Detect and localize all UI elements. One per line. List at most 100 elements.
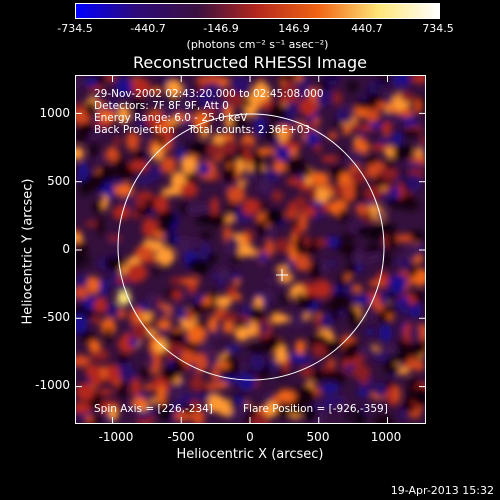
texture-blob <box>401 129 421 137</box>
texture-blob <box>254 116 266 135</box>
texture-blob <box>298 211 308 232</box>
texture-blob <box>113 136 121 147</box>
texture-blob <box>136 120 148 128</box>
texture-blob <box>379 289 390 306</box>
texture-blob <box>117 276 126 284</box>
texture-blob <box>390 186 400 200</box>
texture-blob <box>180 156 198 174</box>
texture-blob <box>286 157 306 176</box>
texture-blob <box>279 84 299 99</box>
texture-blob <box>370 144 389 151</box>
texture-blob <box>226 186 246 204</box>
texture-blob <box>76 77 82 87</box>
texture-blob <box>388 198 408 208</box>
y-axis-label: Heliocentric Y (arcsec) <box>20 178 36 325</box>
texture-blob <box>246 171 260 182</box>
texture-blob <box>328 358 336 367</box>
texture-blob <box>406 242 419 260</box>
y-tick-label: 0 <box>62 242 70 256</box>
texture-blob <box>206 382 223 390</box>
texture-blob <box>310 171 329 186</box>
texture-blob <box>117 105 130 124</box>
texture-blob <box>304 205 316 217</box>
texture-blob <box>160 156 177 174</box>
texture-blob <box>362 405 369 413</box>
texture-blob <box>188 258 207 273</box>
texture-blob <box>358 345 376 357</box>
texture-blob <box>105 146 119 162</box>
texture-blob <box>284 79 293 87</box>
flare-position-text: Flare Position = [-926,-359] <box>243 403 388 415</box>
texture-blob <box>259 321 270 336</box>
texture-blob <box>299 77 311 93</box>
texture-blob <box>353 284 362 293</box>
texture-blob <box>383 316 390 326</box>
texture-blob <box>268 358 279 372</box>
texture-blob <box>412 386 425 407</box>
texture-blob <box>395 234 413 243</box>
texture-blob <box>99 278 108 296</box>
texture-blob <box>249 319 258 338</box>
texture-blob <box>332 91 343 106</box>
texture-blob <box>85 174 105 191</box>
texture-blob <box>406 386 414 402</box>
texture-blob <box>239 362 248 370</box>
colorbar-tick: 146.9 <box>278 22 310 35</box>
texture-blob <box>184 172 194 182</box>
texture-blob <box>264 208 284 226</box>
texture-blob <box>167 384 185 400</box>
texture-blob <box>251 151 264 171</box>
texture-blob <box>207 141 222 159</box>
texture-blob <box>352 249 365 267</box>
texture-blob <box>293 225 301 238</box>
texture-blob <box>125 131 140 151</box>
texture-blob <box>393 385 401 403</box>
texture-blob <box>237 374 256 390</box>
colorbar-tick: 734.5 <box>422 22 454 35</box>
texture-blob <box>295 254 311 272</box>
texture-blob <box>405 161 423 169</box>
texture-blob <box>205 353 220 364</box>
texture-blob <box>152 267 160 275</box>
texture-blob <box>222 167 232 185</box>
texture-blob <box>315 238 329 247</box>
texture-blob <box>89 348 110 362</box>
texture-blob <box>356 264 364 272</box>
texture-blob <box>97 154 105 163</box>
texture-blob <box>278 76 298 82</box>
texture-blob <box>191 302 202 317</box>
texture-blob <box>262 289 274 301</box>
texture-blob <box>367 307 376 325</box>
texture-blob <box>294 195 307 212</box>
texture-blob <box>325 236 339 248</box>
texture-blob <box>326 76 337 81</box>
texture-blob <box>85 220 97 228</box>
texture-blob <box>97 388 114 396</box>
colorbar-tick: 440.7 <box>351 22 383 35</box>
texture-blob <box>207 214 227 225</box>
texture-blob <box>230 117 249 128</box>
texture-blob <box>139 367 151 378</box>
texture-blob <box>321 155 339 163</box>
texture-blob <box>384 364 401 375</box>
texture-blob <box>352 364 371 380</box>
texture-blob <box>97 216 104 236</box>
energy-range-text: Energy Range: 6.0 - 25.0 keV <box>94 112 248 124</box>
detectors-text: Detectors: 7F 8F 9F, Att 0 <box>94 100 229 112</box>
texture-blob <box>132 150 147 161</box>
texture-blob <box>398 303 416 310</box>
texture-blob <box>181 276 200 287</box>
texture-blob <box>420 135 425 147</box>
texture-blob <box>97 109 116 122</box>
texture-blob <box>402 258 409 272</box>
texture-blob <box>130 377 141 398</box>
texture-blob <box>76 234 83 242</box>
texture-blob <box>370 251 384 262</box>
texture-blob <box>376 101 387 110</box>
texture-blob <box>316 89 329 108</box>
texture-blob <box>298 385 316 405</box>
texture-blob <box>366 328 374 336</box>
texture-blob <box>346 265 353 276</box>
x-tick-label: -1000 <box>98 430 134 444</box>
texture-blob <box>363 156 378 165</box>
